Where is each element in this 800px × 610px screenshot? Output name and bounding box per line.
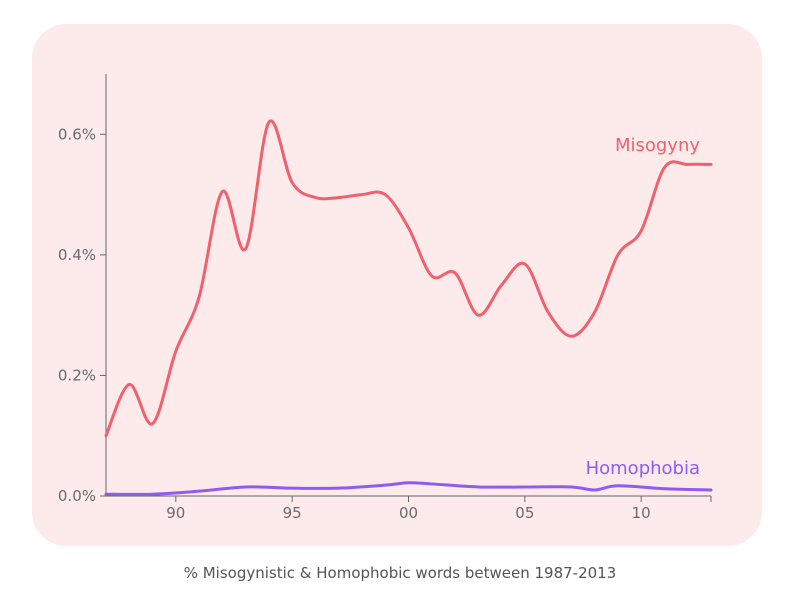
line-chart: 0.0% 0.2% 0.4% 0.6% 90 95 00 05 10 Misogyny Homop… <box>58 74 713 522</box>
chart-caption: % Misogynistic & Homophobic words betwee… <box>183 564 617 582</box>
series-line-misogyny <box>104 119 713 438</box>
series-label-misogyny: Misogyny <box>615 135 700 156</box>
x-tick-label: 90 <box>166 504 185 522</box>
chart-series: Misogyny Homophobia <box>104 119 713 496</box>
x-tick-label: 00 <box>399 504 418 522</box>
series-line-homophobia <box>104 481 713 496</box>
y-tick-label: 0.2% <box>58 366 96 384</box>
x-tick-label: 05 <box>515 504 534 522</box>
series-label-homophobia: Homophobia <box>586 458 700 479</box>
chart-card <box>32 24 762 546</box>
x-tick-label: 10 <box>632 504 651 522</box>
y-tick-label: 0.4% <box>58 246 96 264</box>
chart-ticks: 0.0% 0.2% 0.4% 0.6% 90 95 00 05 10 <box>58 125 712 522</box>
y-tick-label: 0.0% <box>58 487 96 505</box>
x-tick-label: 95 <box>283 504 302 522</box>
y-tick-label: 0.6% <box>58 125 96 143</box>
